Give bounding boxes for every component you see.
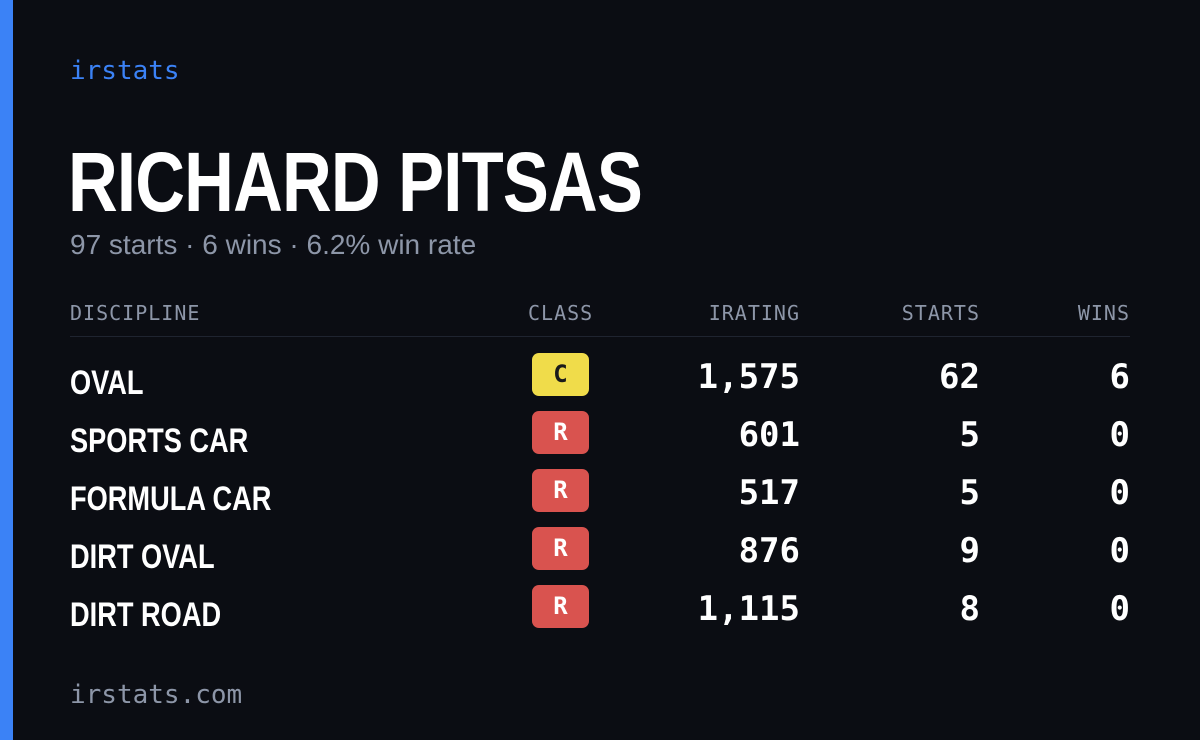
irating-value: 1,575 xyxy=(697,357,800,397)
discipline-name: DIRT ROAD xyxy=(70,596,222,634)
discipline-table: DISCIPLINE CLASS IRATING STARTS WINS OVA… xyxy=(70,298,1130,634)
table-header: DISCIPLINE CLASS IRATING STARTS WINS xyxy=(70,298,1130,337)
wins-value: 0 xyxy=(1109,473,1130,513)
table-row: DIRT ROAD R 1,115 8 0 xyxy=(70,569,1130,634)
table-row: DIRT OVAL R 876 9 0 xyxy=(70,511,1130,576)
starts-value: 5 xyxy=(959,473,980,513)
wins-value: 0 xyxy=(1109,415,1130,455)
license-class-badge: R xyxy=(532,585,589,628)
starts-value: 62 xyxy=(939,357,980,397)
starts-value: 5 xyxy=(959,415,980,455)
footer-url: irstats.com xyxy=(70,680,243,710)
header-wins: WINS xyxy=(1077,301,1130,325)
header-class: CLASS xyxy=(528,301,594,325)
discipline-name: FORMULA CAR xyxy=(70,480,272,518)
discipline-name: DIRT OVAL xyxy=(70,538,215,576)
table-row: OVAL C 1,575 62 6 xyxy=(70,337,1130,402)
table-row: SPORTS CAR R 601 5 0 xyxy=(70,395,1130,460)
wins-value: 0 xyxy=(1109,589,1130,629)
license-class-badge: R xyxy=(532,469,589,512)
irating-value: 517 xyxy=(738,473,800,513)
header-irating: IRATING xyxy=(708,301,800,325)
irating-value: 876 xyxy=(738,531,800,571)
license-class-badge: C xyxy=(532,353,589,396)
accent-bar xyxy=(0,0,13,740)
discipline-name: SPORTS CAR xyxy=(70,422,249,460)
wins-value: 6 xyxy=(1109,357,1130,397)
irating-value: 601 xyxy=(738,415,800,455)
table-row: FORMULA CAR R 517 5 0 xyxy=(70,453,1130,518)
table-body: OVAL C 1,575 62 6 SPORTS CAR R 601 5 0 F… xyxy=(70,337,1130,634)
driver-summary: 97 starts · 6 wins · 6.2% win rate xyxy=(70,229,477,260)
header-discipline: DISCIPLINE xyxy=(70,301,201,325)
wins-value: 0 xyxy=(1109,531,1130,571)
driver-name: RICHARD PITSAS xyxy=(68,135,643,229)
license-class-badge: R xyxy=(532,411,589,454)
discipline-name: OVAL xyxy=(70,364,144,402)
license-class-badge: R xyxy=(532,527,589,570)
brand-logo-text: irstats xyxy=(70,56,180,86)
irating-value: 1,115 xyxy=(697,589,800,629)
starts-value: 8 xyxy=(959,589,980,629)
header-starts: STARTS xyxy=(901,301,980,325)
starts-value: 9 xyxy=(959,531,980,571)
